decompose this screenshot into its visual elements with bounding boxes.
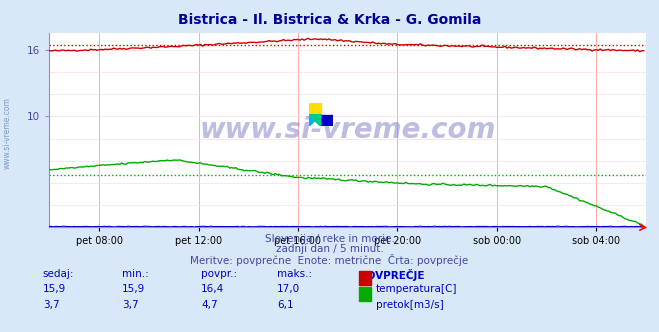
- Text: Meritve: povprečne  Enote: metrične  Črta: povprečje: Meritve: povprečne Enote: metrične Črta:…: [190, 254, 469, 266]
- Text: min.:: min.:: [122, 269, 149, 279]
- Text: www.si-vreme.com: www.si-vreme.com: [200, 116, 496, 144]
- Text: www.si-vreme.com: www.si-vreme.com: [3, 97, 12, 169]
- Text: POVPREČJE: POVPREČJE: [359, 269, 424, 281]
- Text: 4,7: 4,7: [201, 300, 217, 310]
- Text: sedaj:: sedaj:: [43, 269, 74, 279]
- Text: 16,4: 16,4: [201, 284, 224, 294]
- Text: 17,0: 17,0: [277, 284, 300, 294]
- Text: Slovenija / reke in morje.: Slovenija / reke in morje.: [264, 234, 395, 244]
- Text: maks.:: maks.:: [277, 269, 312, 279]
- Text: zadnji dan / 5 minut.: zadnji dan / 5 minut.: [275, 244, 384, 254]
- Text: temperatura[C]: temperatura[C]: [376, 284, 457, 294]
- Text: 15,9: 15,9: [43, 284, 66, 294]
- Text: 6,1: 6,1: [277, 300, 293, 310]
- Text: pretok[m3/s]: pretok[m3/s]: [376, 300, 444, 310]
- Text: 15,9: 15,9: [122, 284, 145, 294]
- Text: 3,7: 3,7: [122, 300, 138, 310]
- Text: Bistrica - Il. Bistrica & Krka - G. Gomila: Bistrica - Il. Bistrica & Krka - G. Gomi…: [178, 13, 481, 27]
- Text: 3,7: 3,7: [43, 300, 59, 310]
- Text: povpr.:: povpr.:: [201, 269, 237, 279]
